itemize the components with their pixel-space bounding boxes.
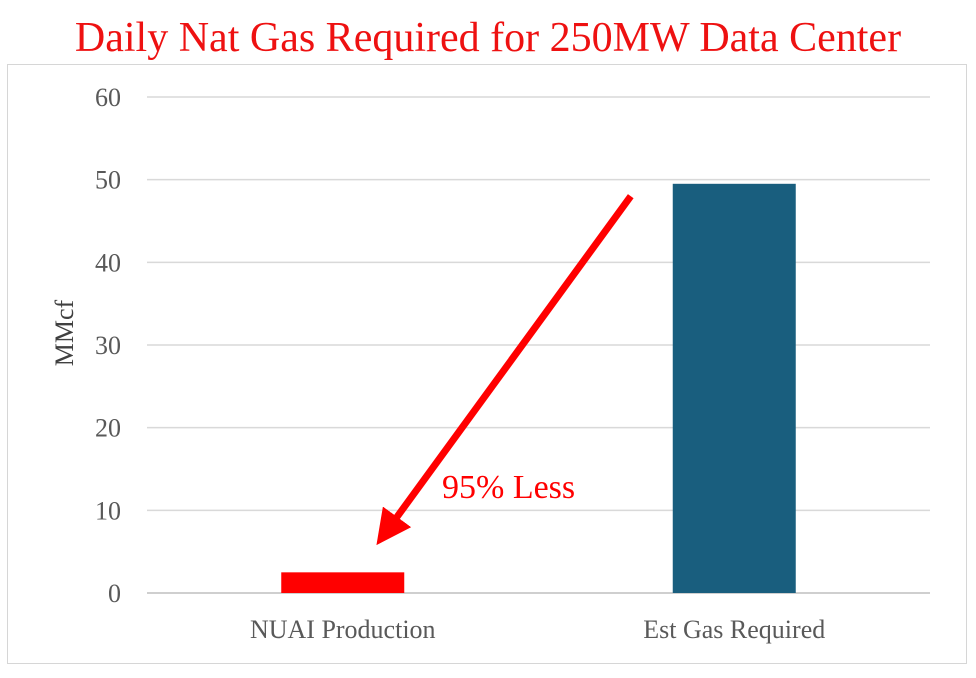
bar-est-gas-required [672,183,796,594]
annotation-label: 95% Less [442,469,575,506]
x-axis-labels: NUAI Production Est Gas Required [250,615,825,644]
x-category-label: Est Gas Required [643,615,825,644]
y-axis-title: MMcf [50,299,79,366]
y-tick-label: 60 [95,83,121,112]
y-tick-label: 10 [95,496,121,525]
y-tick-label: 30 [95,331,121,360]
gridlines [147,96,930,594]
bar-nuai-production [281,572,405,593]
chart-title: Daily Nat Gas Required for 250MW Data Ce… [74,15,902,61]
y-tick-label: 0 [108,579,121,608]
x-category-label: NUAI Production [250,615,436,644]
y-tick-label: 40 [95,248,121,277]
y-tick-label: 50 [95,166,121,195]
chart-area [7,64,967,664]
y-axis-ticks: 0 10 20 30 40 50 60 [95,83,121,608]
y-tick-label: 20 [95,414,121,443]
bars [281,183,796,594]
annotation-arrow [376,194,634,546]
